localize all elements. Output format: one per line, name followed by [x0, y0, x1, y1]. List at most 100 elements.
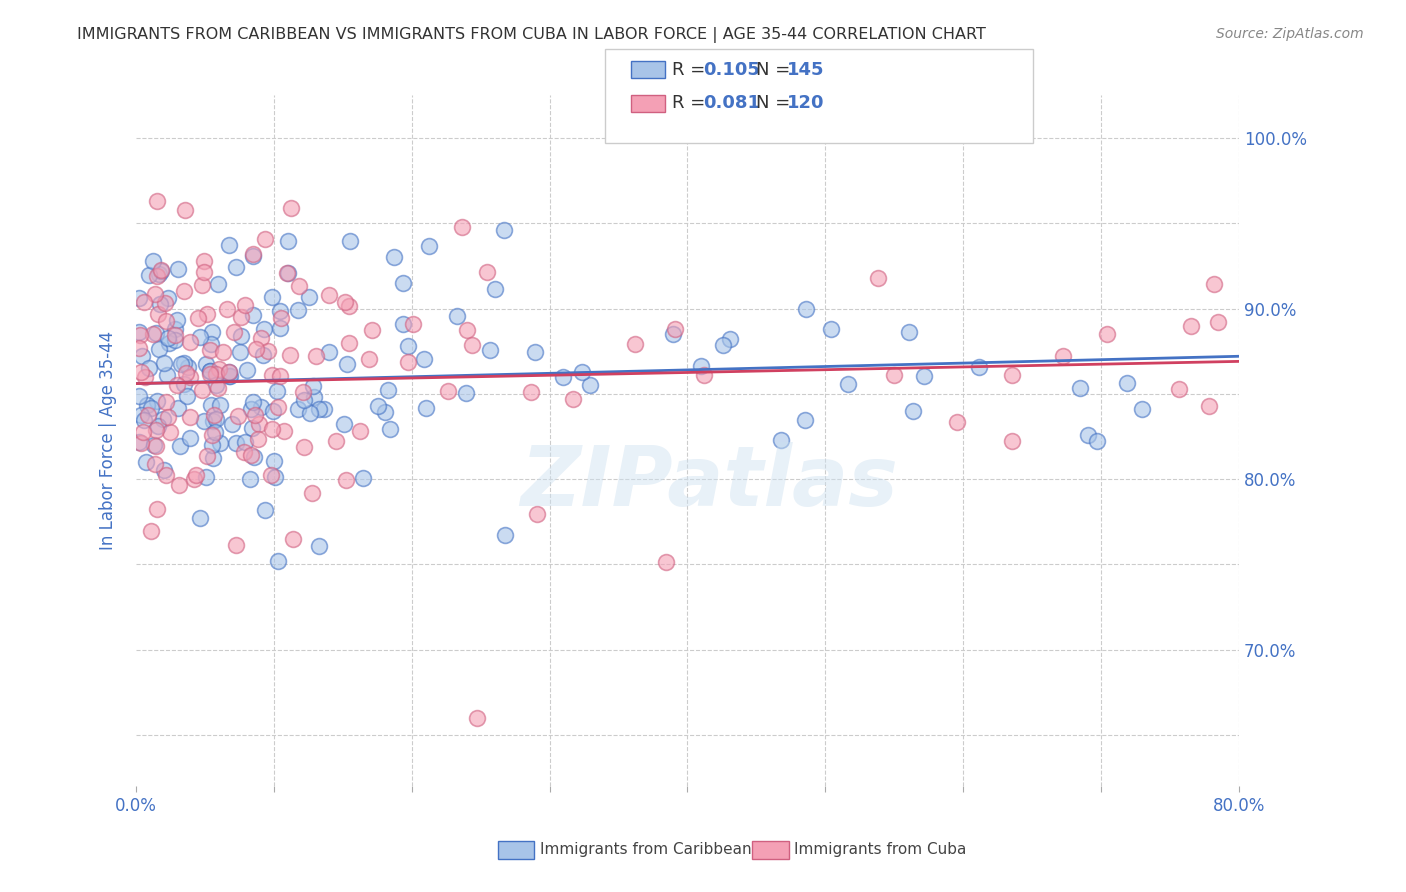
- Point: [218, 237, 240, 252]
- Point: [242, 395, 264, 409]
- Point: [357, 352, 380, 367]
- Point: [1077, 428, 1099, 442]
- Point: [128, 291, 150, 305]
- Point: [898, 326, 921, 340]
- Point: [484, 282, 506, 296]
- Point: [1198, 399, 1220, 413]
- Point: [143, 287, 166, 301]
- Point: [145, 326, 167, 340]
- Text: R =: R =: [672, 61, 711, 78]
- Point: [173, 356, 195, 370]
- Point: [207, 381, 229, 395]
- Point: [1000, 368, 1022, 382]
- Point: [269, 368, 291, 383]
- Point: [253, 503, 276, 517]
- Point: [866, 271, 889, 285]
- Point: [243, 450, 266, 464]
- Point: [912, 369, 935, 384]
- Point: [148, 267, 170, 281]
- Point: [188, 511, 211, 525]
- Point: [239, 448, 262, 462]
- Point: [308, 539, 330, 553]
- Point: [243, 408, 266, 422]
- Point: [837, 376, 859, 391]
- Point: [367, 399, 389, 413]
- Point: [134, 413, 156, 427]
- Point: [551, 369, 574, 384]
- Text: ZIPatlas: ZIPatlas: [520, 442, 898, 523]
- Point: [337, 299, 360, 313]
- Point: [820, 321, 842, 335]
- Point: [129, 327, 152, 342]
- Point: [155, 468, 177, 483]
- Point: [179, 335, 201, 350]
- Point: [193, 414, 215, 428]
- Point: [277, 234, 299, 248]
- Point: [167, 401, 190, 415]
- Point: [287, 302, 309, 317]
- Point: [229, 310, 252, 324]
- Point: [662, 327, 685, 342]
- Point: [349, 424, 371, 438]
- Point: [163, 334, 186, 348]
- Point: [139, 524, 162, 538]
- Point: [184, 468, 207, 483]
- Y-axis label: In Labor Force | Age 35-44: In Labor Force | Age 35-44: [100, 331, 117, 550]
- Point: [131, 435, 153, 450]
- Point: [267, 400, 290, 414]
- Point: [380, 422, 402, 436]
- Point: [136, 409, 159, 423]
- Point: [287, 401, 309, 416]
- Point: [157, 336, 180, 351]
- Text: N =: N =: [756, 95, 796, 112]
- Point: [770, 433, 793, 447]
- Point: [291, 384, 314, 399]
- Point: [202, 450, 225, 465]
- Point: [157, 409, 180, 424]
- Point: [318, 287, 340, 301]
- Point: [207, 277, 229, 291]
- Point: [200, 398, 222, 412]
- Point: [128, 435, 150, 450]
- Point: [318, 345, 340, 359]
- Point: [253, 322, 276, 336]
- Point: [236, 363, 259, 377]
- Point: [391, 276, 413, 290]
- Point: [233, 445, 256, 459]
- Point: [191, 383, 214, 397]
- Point: [201, 437, 224, 451]
- Point: [201, 414, 224, 428]
- Point: [292, 393, 315, 408]
- Point: [208, 435, 231, 450]
- Point: [693, 368, 716, 382]
- Point: [157, 331, 180, 345]
- Point: [273, 424, 295, 438]
- Point: [200, 325, 222, 339]
- Point: [325, 434, 347, 448]
- Point: [157, 291, 180, 305]
- Point: [145, 269, 167, 284]
- Point: [451, 219, 474, 234]
- Point: [262, 290, 284, 304]
- Point: [446, 310, 468, 324]
- Point: [796, 302, 818, 317]
- Point: [266, 384, 288, 398]
- Point: [198, 343, 221, 357]
- Point: [302, 378, 325, 392]
- Point: [245, 343, 267, 357]
- Point: [204, 367, 226, 381]
- Point: [174, 203, 197, 218]
- Point: [240, 401, 263, 416]
- Point: [254, 232, 277, 246]
- Point: [240, 421, 263, 435]
- Point: [225, 260, 247, 274]
- Point: [138, 268, 160, 282]
- Point: [146, 194, 169, 209]
- Point: [1069, 381, 1091, 395]
- Point: [221, 417, 243, 432]
- Point: [260, 468, 283, 483]
- Point: [396, 354, 419, 368]
- Point: [242, 249, 264, 263]
- Point: [131, 349, 153, 363]
- Point: [200, 364, 222, 378]
